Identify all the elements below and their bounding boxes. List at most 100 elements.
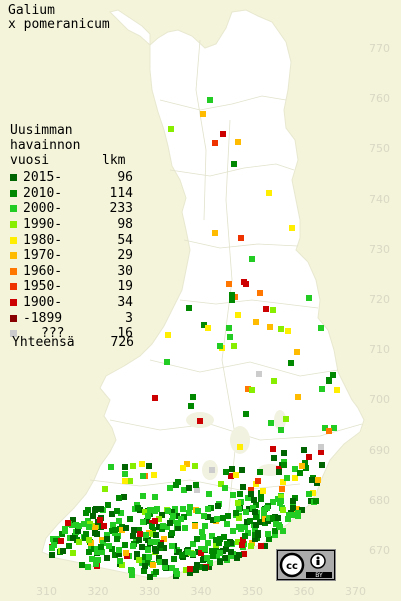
observation-square <box>147 574 153 580</box>
observation-square <box>140 519 146 525</box>
observation-square <box>206 491 212 497</box>
observation-square <box>294 349 300 355</box>
observation-square <box>194 536 200 542</box>
observation-square <box>228 540 234 546</box>
observation-square <box>82 535 88 541</box>
observation-square <box>162 564 168 570</box>
observation-square <box>129 568 135 574</box>
observation-square <box>210 517 216 523</box>
observation-square <box>140 493 146 499</box>
observation-square <box>238 235 244 241</box>
observation-square <box>159 512 165 518</box>
observation-square <box>93 561 99 567</box>
observation-square <box>245 495 251 501</box>
observation-square <box>184 461 190 467</box>
observation-square <box>271 455 277 461</box>
observation-square <box>130 463 136 469</box>
legend-swatch <box>10 299 17 307</box>
observation-square <box>273 521 279 527</box>
observation-square <box>270 307 276 313</box>
observation-square <box>183 567 189 573</box>
observation-square <box>154 539 160 545</box>
observation-square <box>152 395 158 401</box>
y-axis-label: 700 <box>369 393 390 407</box>
legend-swatch <box>10 205 17 213</box>
observation-square <box>152 494 158 500</box>
observation-square <box>192 463 198 469</box>
observation-square <box>242 533 248 539</box>
observation-square <box>101 523 107 529</box>
observation-square <box>190 551 196 557</box>
observation-square <box>143 532 149 538</box>
observation-square <box>318 444 324 450</box>
observation-square <box>152 508 158 514</box>
observation-square <box>258 496 264 502</box>
observation-square <box>318 325 324 331</box>
observation-square <box>167 520 173 526</box>
observation-square <box>235 500 241 506</box>
observation-squares <box>49 97 340 580</box>
observation-square <box>202 523 208 529</box>
observation-square <box>187 504 193 510</box>
observation-square <box>228 549 234 555</box>
observation-square <box>142 509 148 515</box>
observation-square <box>270 499 276 505</box>
observation-square <box>280 528 286 534</box>
observation-square <box>114 536 120 542</box>
y-axis-label: 740 <box>369 192 390 206</box>
observation-square <box>139 544 145 550</box>
observation-square <box>137 531 143 537</box>
observation-square <box>190 394 196 400</box>
svg-text:cc: cc <box>286 561 298 572</box>
observation-square <box>160 523 166 529</box>
observation-square <box>239 542 245 548</box>
observation-square <box>231 161 237 167</box>
observation-square <box>127 478 133 484</box>
observation-square <box>301 447 307 453</box>
observation-square <box>119 527 125 533</box>
legend-row: 1950- 19 <box>8 279 133 295</box>
observation-square <box>331 425 337 431</box>
observation-square <box>225 513 231 519</box>
observation-square <box>210 553 216 559</box>
observation-square <box>53 538 59 544</box>
observation-square <box>99 549 105 555</box>
observation-square <box>319 462 325 468</box>
observation-square <box>309 477 315 483</box>
observation-square <box>148 539 154 545</box>
observation-square <box>236 506 242 512</box>
legend-row: -1899 3 <box>8 310 133 326</box>
observation-square <box>167 485 173 491</box>
observation-square <box>286 512 292 518</box>
observation-square <box>136 537 142 543</box>
observation-square <box>112 527 118 533</box>
observation-square <box>248 487 254 493</box>
observation-square <box>222 485 228 491</box>
observation-square <box>85 564 91 570</box>
observation-square <box>202 565 208 571</box>
observation-square <box>173 482 179 488</box>
observation-square <box>122 542 128 548</box>
observation-square <box>168 126 174 132</box>
observation-square <box>205 514 211 520</box>
observation-square <box>169 509 175 515</box>
observation-square <box>116 518 122 524</box>
observation-square <box>66 543 72 549</box>
observation-square <box>299 463 305 469</box>
observation-square <box>299 507 305 513</box>
observation-square <box>297 470 303 476</box>
observation-square <box>257 519 263 525</box>
observation-square <box>116 547 122 553</box>
observation-square <box>235 539 241 545</box>
observation-square <box>156 516 162 522</box>
observation-square <box>86 549 92 555</box>
observation-square <box>201 513 207 519</box>
observation-square <box>186 510 192 516</box>
legend-swatch <box>10 267 17 275</box>
observation-square <box>220 515 226 521</box>
cc-by-license-badge[interactable]: cc BY <box>276 549 336 581</box>
observation-square <box>109 511 115 517</box>
observation-square <box>118 510 124 516</box>
observation-square <box>182 525 188 531</box>
observation-square <box>89 556 95 562</box>
